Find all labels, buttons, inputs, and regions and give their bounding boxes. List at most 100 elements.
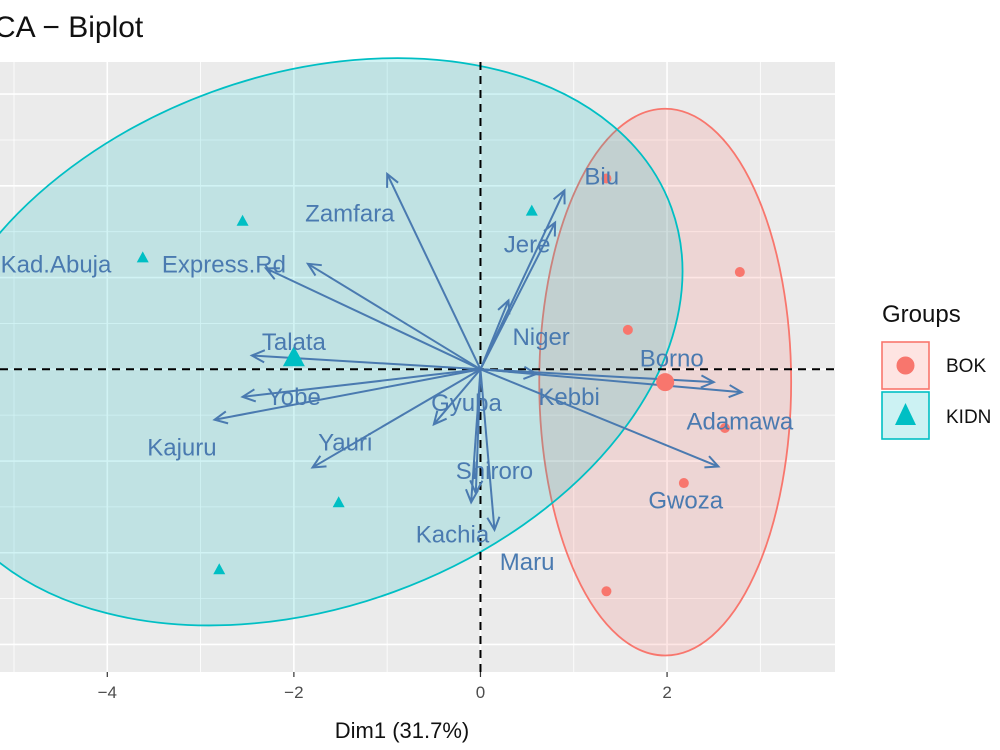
arrow-kad-abuja <box>263 267 481 371</box>
label-shiroro: Shiroro <box>456 458 533 485</box>
legend-item-kidn: KIDN <box>881 391 991 440</box>
arrow-adamawa <box>480 368 744 399</box>
legend-key-bok <box>881 341 930 390</box>
legend-title: Groups <box>882 301 961 328</box>
label-gyuba: Gyuba <box>431 390 502 417</box>
point-kidn <box>236 214 249 226</box>
arrow-shaft <box>479 369 496 530</box>
arrow-head <box>240 388 257 403</box>
arrow-shaft <box>307 262 481 371</box>
point-bok <box>734 267 745 278</box>
arrow-gwoza <box>480 368 721 469</box>
arrow-zamfara <box>386 171 482 370</box>
arrow-head <box>310 455 327 469</box>
arrow-yobe <box>240 368 481 403</box>
label-niger: Niger <box>512 324 569 351</box>
arrow-borno <box>480 368 717 389</box>
point-bok <box>601 586 612 597</box>
arrow-gyuba <box>432 368 482 427</box>
centroid-bok <box>656 373 675 392</box>
arrow-shaft <box>433 368 482 425</box>
arrow-head <box>465 488 479 505</box>
label-gwoza: Gwoza <box>648 487 723 514</box>
arrow-kachia <box>465 369 482 505</box>
legend-triangle-icon <box>895 403 916 425</box>
legend-label-bok: BOK <box>946 356 986 377</box>
label-adamawa: Adamawa <box>686 409 793 436</box>
variable-labels: Biu Jere Zamfara Express.Rd Kad.Abuja Niger Ta… <box>1 164 794 576</box>
group-points <box>136 173 745 597</box>
arrow-head <box>728 384 744 399</box>
reference-lines <box>0 62 835 672</box>
x-tick-label: −2 <box>284 683 303 702</box>
arrow-shaft <box>480 368 714 384</box>
legend-circle-icon <box>896 356 915 375</box>
arrow-jere <box>479 220 557 370</box>
point-bok <box>601 173 612 184</box>
legend-label-kidn: KIDN <box>946 407 991 428</box>
label-borno: Borno <box>640 345 704 372</box>
label-yobe: Yobe <box>267 384 321 411</box>
x-axis-title: Dim1 (31.7%) <box>335 718 469 743</box>
legend: Groups BOK KIDN <box>881 301 991 440</box>
arrow-express-rd <box>305 262 481 371</box>
point-kidn <box>525 204 538 216</box>
x-tick-label: 2 <box>662 683 671 702</box>
x-axis-ticks: −4 −2 0 2 <box>98 672 672 702</box>
arrow-shaft <box>470 369 482 503</box>
arrow-kajuru <box>212 368 481 425</box>
arrow-biu <box>479 188 566 370</box>
arrow-head <box>486 516 501 533</box>
arrow-head <box>263 267 280 280</box>
arrow-head <box>700 374 717 389</box>
arrow-shaft <box>479 222 557 370</box>
point-bok <box>719 423 730 433</box>
point-bok <box>678 478 689 489</box>
arrow-head <box>212 410 229 425</box>
arrow-shaft <box>214 368 481 421</box>
arrow-head <box>305 262 322 277</box>
arrow-shaft <box>265 267 481 371</box>
label-yauri: Yauri <box>318 430 372 457</box>
arrow-head <box>386 171 399 188</box>
x-tick-label: −4 <box>98 683 117 702</box>
arrow-head <box>552 188 566 205</box>
grid <box>0 62 835 672</box>
label-express-rd: Express.Rd <box>162 252 286 279</box>
label-jere: Jere <box>504 232 551 259</box>
arrow-maru <box>479 369 501 533</box>
label-biu: Biu <box>584 164 619 191</box>
arrow-niger <box>479 298 511 370</box>
arrow-shaft <box>312 368 481 469</box>
arrow-head <box>249 349 266 364</box>
arrow-shaft <box>479 189 566 370</box>
label-zamfara: Zamfara <box>305 200 395 227</box>
arrow-yauri <box>310 368 481 469</box>
arrow-shaft <box>480 368 742 394</box>
arrow-head <box>704 455 721 469</box>
arrow-head <box>432 410 448 427</box>
arrow-shaft <box>386 173 482 370</box>
ellipse-kidn <box>0 57 684 627</box>
x-tick-label: 0 <box>476 683 485 702</box>
arrow-shaft <box>242 368 481 398</box>
point-kidn <box>213 563 226 575</box>
variable-arrows <box>212 171 744 533</box>
arrow-shaft <box>480 368 719 468</box>
centroid-kidn <box>282 346 305 367</box>
legend-item-bok: BOK <box>881 341 986 390</box>
arrow-head <box>497 298 511 315</box>
point-kidn <box>332 496 345 508</box>
label-kachia: Kachia <box>416 521 490 548</box>
label-kad-abuja: Kad.Abuja <box>1 252 112 279</box>
label-talata: Talata <box>262 329 327 356</box>
point-kidn <box>136 251 149 263</box>
label-maru: Maru <box>500 549 555 576</box>
label-kajuru: Kajuru <box>147 434 216 461</box>
point-bok <box>622 324 633 335</box>
arrow-shaft <box>479 300 510 370</box>
plot-panel <box>0 62 835 672</box>
arrow-head <box>543 220 557 237</box>
chart-title: CA − Biplot <box>0 11 144 44</box>
